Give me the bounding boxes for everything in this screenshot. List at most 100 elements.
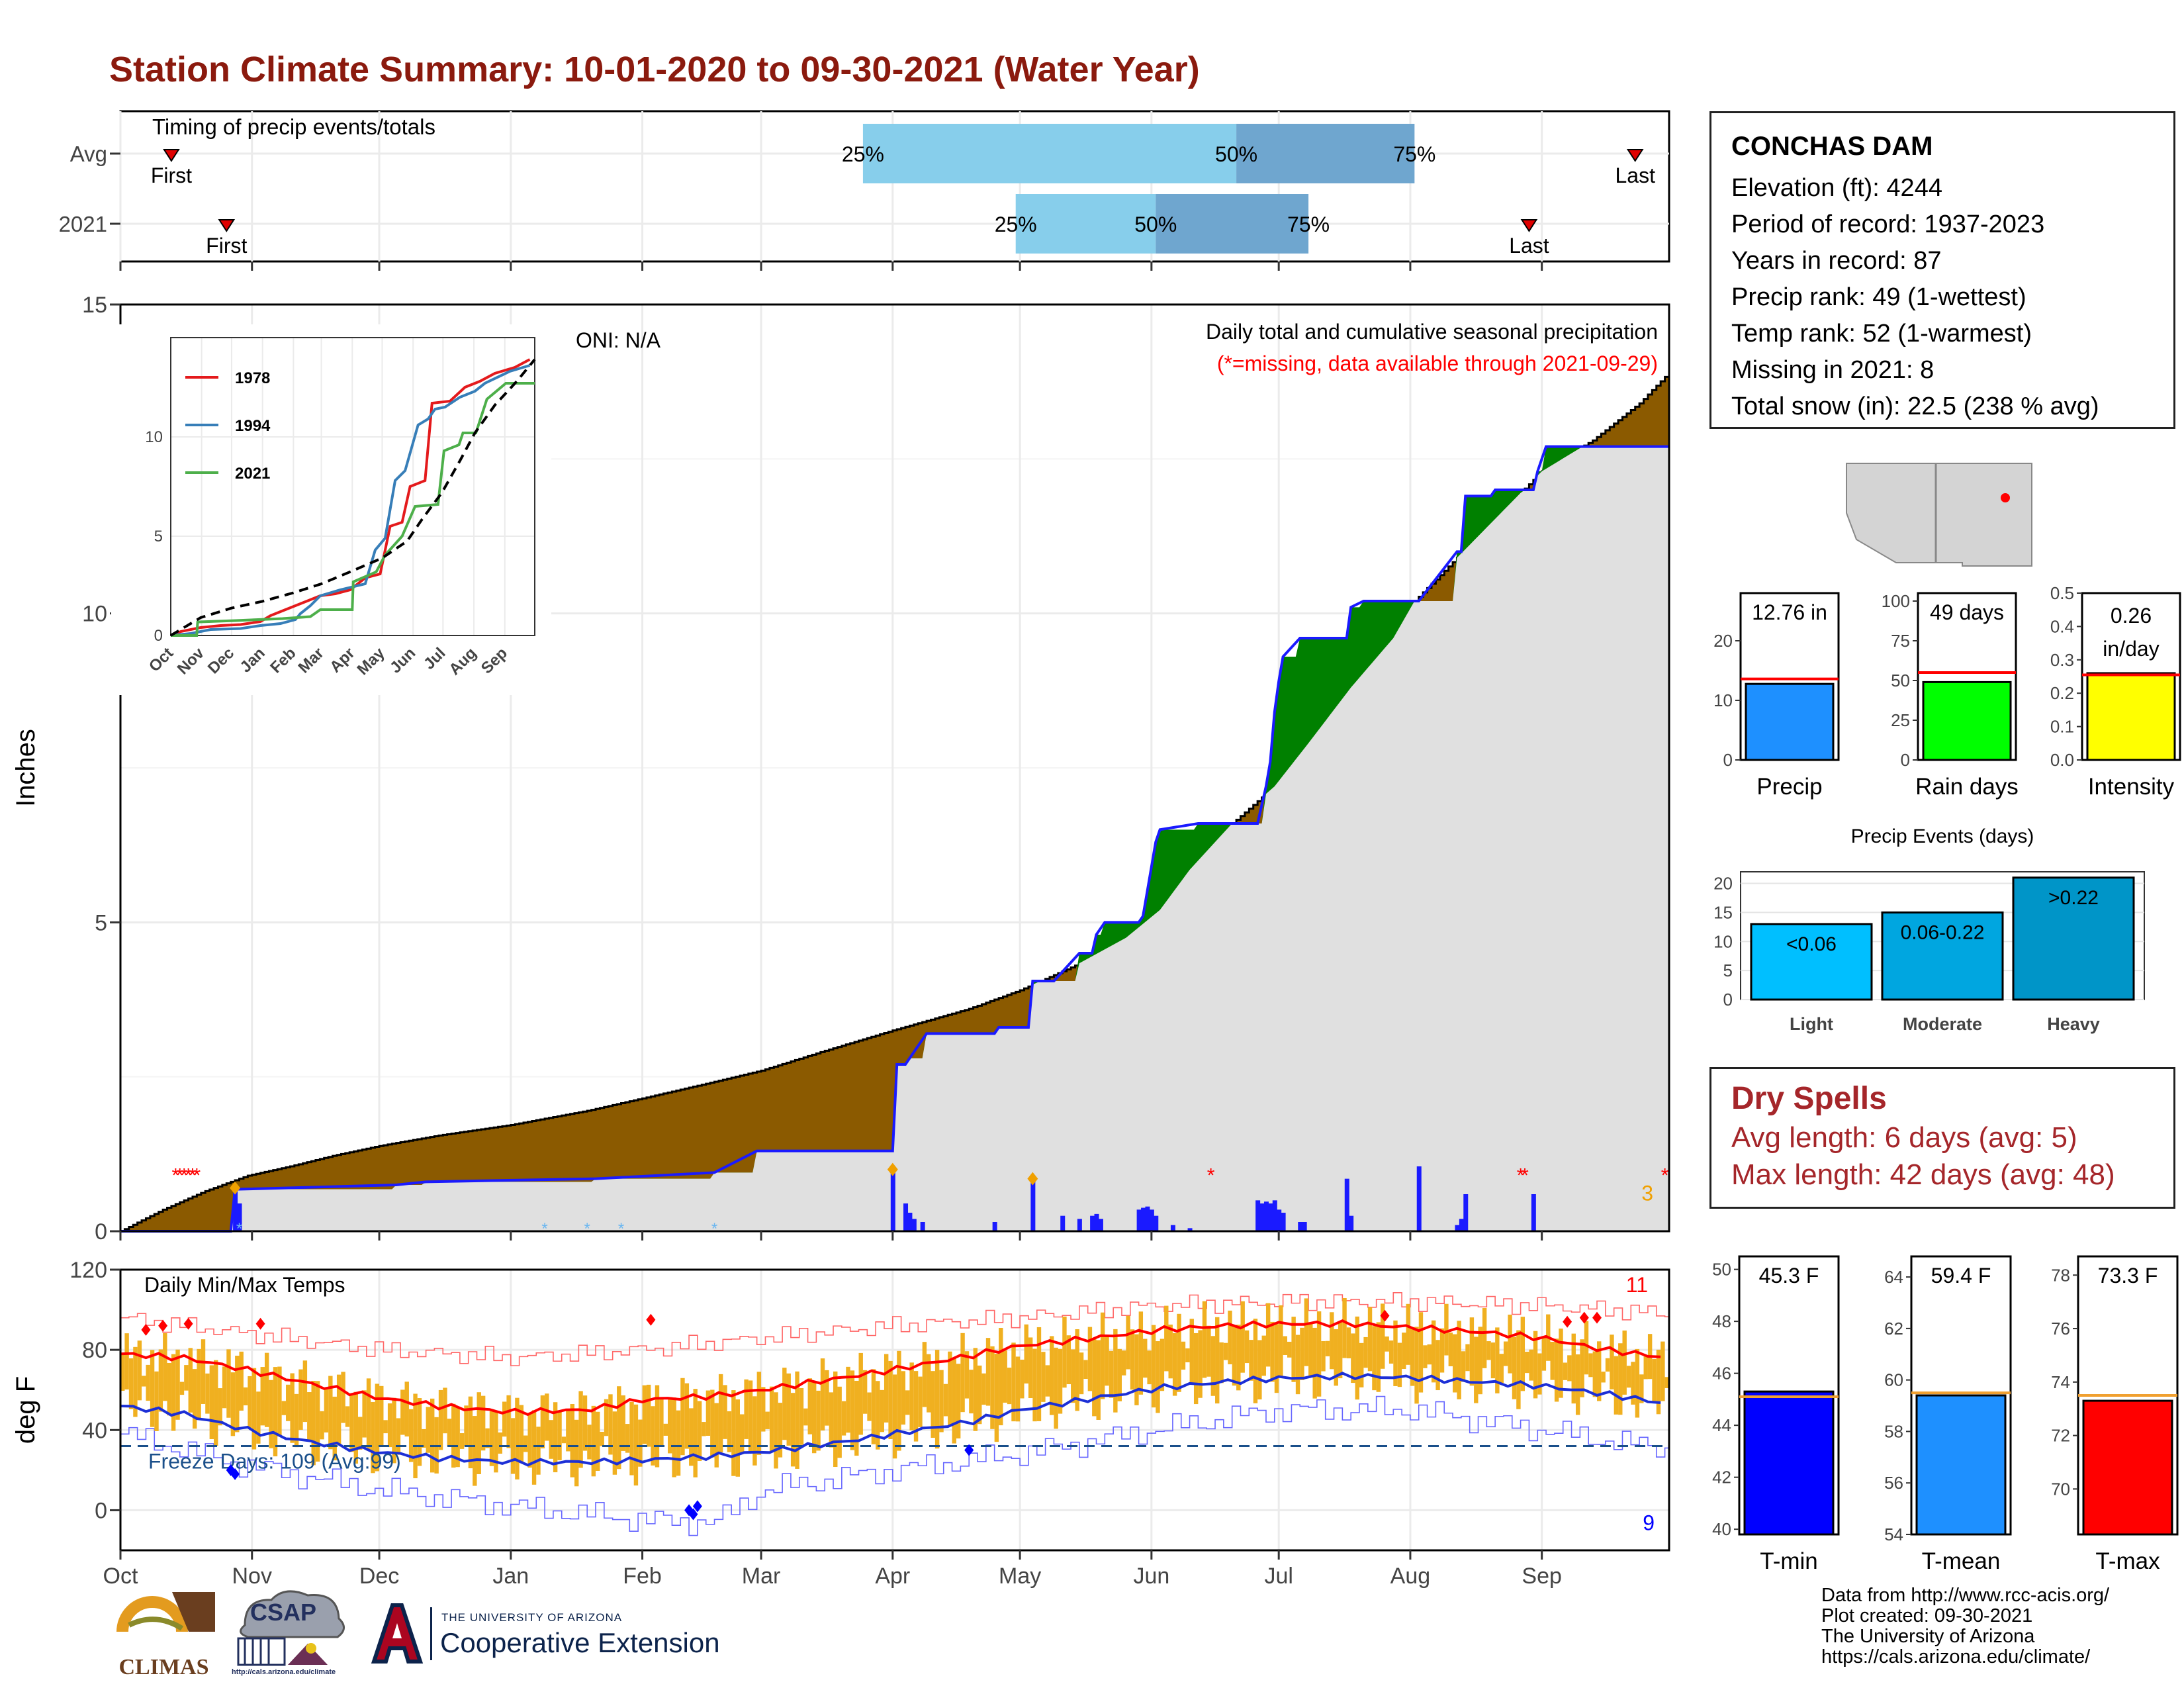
- temp-xtick-label: Nov: [232, 1564, 272, 1589]
- temp-daily-range-bar: [901, 1371, 906, 1425]
- temp-daily-range-bar: [498, 1432, 502, 1454]
- temp-daily-range-bar: [1495, 1327, 1500, 1393]
- temp-record-high-marker: [158, 1319, 168, 1332]
- precip-gauges-chart: 0 10 20 12.76 in Precip 0 25 50 75 100 49 days Rain…: [1713, 583, 2181, 800]
- temp-daily-range-bar: [468, 1396, 473, 1469]
- page-title: Station Climate Summary: 10-01-2020 to 0…: [109, 50, 1200, 89]
- temp-record-max-line: [120, 1292, 1669, 1366]
- temp-record-high-marker: [183, 1317, 193, 1330]
- temp-daily-range-bar: [1202, 1301, 1207, 1378]
- gauge-value-label: 59.4 F: [1931, 1264, 1991, 1288]
- temp-xtick-label: Oct: [103, 1564, 138, 1589]
- temp-daily-range-bar: [1105, 1336, 1109, 1386]
- temp-daily-range-bar: [1588, 1353, 1593, 1378]
- csap-url: http://cals.arizona.edu/climate: [232, 1668, 336, 1676]
- temp-daily-range-bar: [1610, 1335, 1614, 1389]
- temp-daily-range-bar: [146, 1364, 150, 1401]
- temp-daily-range-bar: [281, 1401, 287, 1415]
- temp-daily-range-bar: [1529, 1349, 1533, 1381]
- temp-daily-range-bar: [349, 1393, 354, 1452]
- temp-daily-range-bar: [345, 1406, 350, 1427]
- timing-box-upper: [1236, 124, 1415, 183]
- station-name: CONCHAS DAM: [1731, 132, 1933, 161]
- temp-daily-range-bar: [1444, 1303, 1449, 1356]
- gauge-ytick-label: 60: [1884, 1370, 1903, 1390]
- events-category-label: Light: [1790, 1014, 1833, 1034]
- station-elevation: Elevation (ft): 4244: [1731, 174, 1942, 202]
- temp-daily-range-bar: [1550, 1342, 1555, 1380]
- temp-daily-range-bar: [260, 1367, 265, 1426]
- temp-daily-range-bar: [876, 1381, 880, 1450]
- temp-daily-range-bar: [251, 1368, 257, 1450]
- precip-daily-bar: [1060, 1215, 1066, 1231]
- station-temp-rank: Temp rank: 52 (1-warmest): [1731, 320, 2032, 348]
- temp-daily-range-bar: [1478, 1327, 1482, 1395]
- temp-daily-range-bar: [710, 1389, 715, 1458]
- temp-daily-range-bar: [1300, 1327, 1304, 1380]
- station-location-dot: [2001, 493, 2010, 502]
- temp-daily-range-bar: [273, 1367, 278, 1457]
- gauge-ytick-label: 46: [1712, 1364, 1731, 1383]
- temp-daily-range-bar: [689, 1408, 694, 1466]
- temp-daily-range-bar: [816, 1390, 821, 1451]
- precip-trace-marker: *: [584, 1220, 590, 1238]
- temp-daily-range-bar: [705, 1390, 711, 1436]
- events-bar-light: [1750, 923, 1873, 1001]
- temp-xtick-label: Feb: [623, 1564, 662, 1589]
- temp-daily-range-bar: [1321, 1340, 1326, 1372]
- precip-daily-bar: [1302, 1222, 1307, 1231]
- temp-daily-range-bar: [1156, 1341, 1160, 1413]
- dry-spells-box: Dry Spells Avg length: 6 days (avg: 5) M…: [1709, 1067, 2175, 1209]
- precip-subtitle: (*=missing, data available through 2021-…: [1217, 352, 1658, 375]
- temp-daily-range-bar: [494, 1411, 498, 1473]
- temp-daily-range-bar: [201, 1339, 206, 1404]
- precip-daily-bar: [920, 1222, 925, 1231]
- temp-daily-range-bar: [366, 1378, 371, 1451]
- temp-ytick-label: 80: [82, 1338, 107, 1363]
- gauge-ytick-label: 42: [1712, 1468, 1731, 1487]
- temp-daily-range-bar: [1198, 1330, 1203, 1398]
- precip-overlap-area: [120, 446, 1669, 1231]
- temp-daily-range-bar: [1457, 1321, 1461, 1399]
- temp-daily-range-bar: [1503, 1341, 1508, 1366]
- temp-daily-range-bar: [1355, 1316, 1359, 1400]
- temp-daily-range-bar: [536, 1427, 541, 1475]
- gauge-ytick-label: 25: [1891, 710, 1910, 730]
- temp-daily-range-bar: [1376, 1322, 1381, 1392]
- precip-daily-bar: [1098, 1219, 1103, 1231]
- timing-last-label: Last: [1509, 234, 1549, 258]
- temp-daily-range-bar: [897, 1350, 901, 1451]
- precip-daily-bar: [1344, 1178, 1349, 1231]
- temp-ytick-label: 40: [82, 1418, 107, 1443]
- gauge-category-label: T-mean: [1922, 1548, 2001, 1574]
- precip-daily-bar: [1094, 1213, 1099, 1231]
- temp-daily-range-bar: [663, 1423, 668, 1436]
- temp-daily-range-bar: [1656, 1349, 1661, 1415]
- temp-record-high-marker: [646, 1313, 656, 1326]
- temp-daily-range-bar: [1431, 1320, 1436, 1383]
- timing-q25-label: 25%: [995, 212, 1037, 236]
- temp-record-low-marker: [688, 1508, 698, 1521]
- temp-daily-range-bar: [1525, 1351, 1529, 1374]
- temp-record-high-marker: [1579, 1311, 1589, 1324]
- temp-daily-range-bar: [158, 1349, 163, 1412]
- temp-daily-range-bar: [1236, 1325, 1241, 1391]
- temp-daily-range-bar: [646, 1384, 651, 1447]
- timing-row-label: Avg: [70, 142, 107, 166]
- footer-credits: Data from http://www.rcc-acis.org/ Plot …: [1821, 1585, 2109, 1667]
- precip-ylabel: Inches: [11, 729, 40, 807]
- temp-daily-range-bar: [561, 1436, 567, 1444]
- gauge-bar-intensity: [2086, 672, 2176, 761]
- ua-big-text: Cooperative Extension: [440, 1627, 720, 1658]
- temp-daily-range-bar: [1622, 1330, 1627, 1395]
- temp-daily-range-bar: [1453, 1334, 1457, 1393]
- temp-daily-range-bar: [192, 1369, 197, 1429]
- precip-daily-bar: [1272, 1200, 1277, 1231]
- temp-daily-range-bar: [964, 1351, 970, 1399]
- temp-daily-range-bar: [124, 1333, 129, 1390]
- temp-daily-range-bar: [1410, 1327, 1415, 1386]
- precip-missing-marker: *: [193, 1164, 201, 1186]
- temp-record-min-line: [120, 1395, 1669, 1536]
- temp-daily-range-bar: [638, 1419, 643, 1467]
- temp-daily-range-bar: [578, 1391, 583, 1468]
